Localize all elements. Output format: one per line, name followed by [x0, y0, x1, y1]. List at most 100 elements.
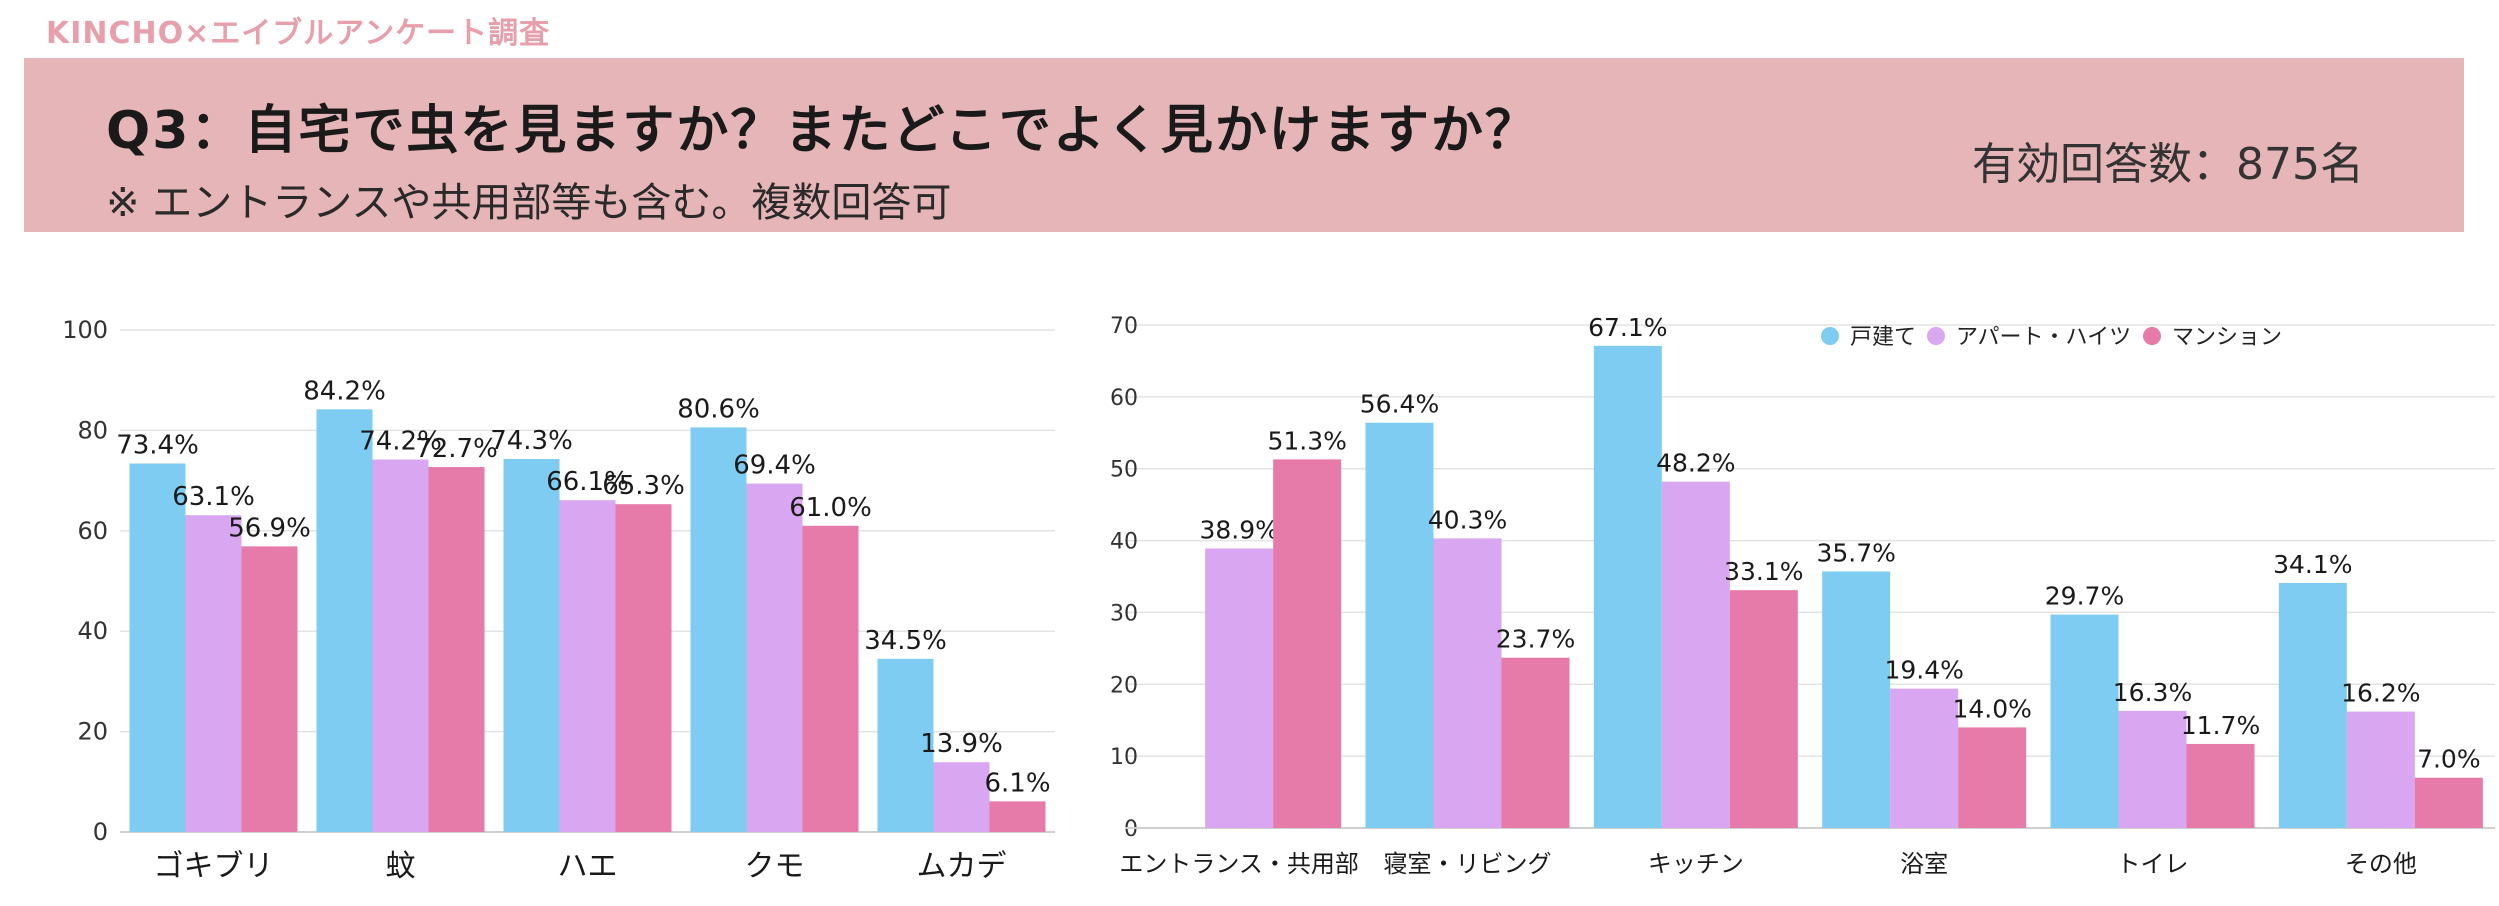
- data-label: 74.3%: [490, 426, 573, 456]
- y-tick-label: 60: [77, 517, 108, 545]
- bar: [129, 463, 186, 832]
- chart-locations: 0 10 20 30 40 50 60 70 38.9% 51.3% エントランス・共用部 56.4%…: [1100, 270, 2499, 902]
- question-banner: Q3：自宅で虫を見ますか？またどこでよく見かけますか？ ※ エントランスや共用部…: [24, 58, 2464, 232]
- data-label: 14.0%: [1952, 694, 2031, 723]
- bar: [746, 483, 803, 832]
- bar: [2278, 582, 2347, 828]
- data-label: 73.4%: [116, 431, 199, 461]
- bar: [372, 459, 429, 832]
- bar: [316, 409, 373, 832]
- data-label: 33.1%: [1724, 557, 1803, 586]
- bar: [428, 467, 485, 832]
- data-label: 69.4%: [733, 451, 816, 481]
- data-label: 7.0%: [2417, 745, 2481, 774]
- legend-marker: [1821, 327, 1839, 345]
- data-label: 40.3%: [1428, 505, 1507, 534]
- bar: [1822, 571, 1891, 828]
- data-label: 80.6%: [677, 394, 760, 424]
- bar: [2118, 710, 2187, 828]
- bar: [933, 762, 990, 832]
- data-label: 51.3%: [1267, 426, 1346, 455]
- bar: [2414, 777, 2483, 828]
- data-label: 16.2%: [2341, 679, 2420, 708]
- y-tick-label: 50: [1110, 458, 1138, 483]
- bar: [241, 546, 298, 832]
- y-tick-label: 70: [1110, 314, 1138, 339]
- question-title: Q3：自宅で虫を見ますか？またどこでよく見かけますか？: [106, 101, 1539, 161]
- bar: [1593, 345, 1662, 828]
- question-note: ※ エントランスや共用部等も含む。複数回答可: [106, 180, 952, 226]
- bar: [877, 658, 934, 832]
- data-label: 67.1%: [1588, 313, 1667, 342]
- bar: [1205, 548, 1274, 828]
- chart-insect-types: 0 20 40 60 80 100 73.4% 63.1% 56.9% ゴキブリ 84.2% 74.2…: [0, 270, 1090, 902]
- brand-title: KINCHO×エイブルアンケート調査: [46, 16, 551, 51]
- bar: [2346, 711, 2415, 828]
- data-label: 38.9%: [1199, 515, 1278, 544]
- bar: [1433, 538, 1502, 828]
- bar: [1890, 688, 1959, 828]
- x-tick-label: クモ: [745, 849, 805, 884]
- y-tick-label: 10: [1110, 745, 1138, 770]
- chart-locations-svg: 0 10 20 30 40 50 60 70 38.9% 51.3% エントランス・共用部 56.4%…: [1110, 313, 2495, 878]
- x-tick-label: 浴室: [1900, 850, 1948, 878]
- legend-marker: [1927, 327, 1945, 345]
- data-label: 48.2%: [1656, 449, 1735, 478]
- data-label: 56.9%: [228, 513, 311, 543]
- data-label: 74.2%: [359, 427, 442, 457]
- legend-marker: [2143, 327, 2161, 345]
- data-label: 13.9%: [920, 729, 1003, 759]
- x-tick-label: ムカデ: [917, 849, 1007, 884]
- x-tick-label: キッチン: [1648, 850, 1744, 878]
- y-tick-label: 0: [1124, 817, 1138, 842]
- data-label: 56.4%: [1360, 390, 1439, 419]
- y-tick-label: 0: [93, 818, 108, 846]
- y-tick-label: 30: [1110, 601, 1138, 626]
- chart-insect-types-svg: 0 20 40 60 80 100 73.4% 63.1%56.9% ゴキブリ 84.2% 74.2…: [62, 316, 1055, 884]
- bar: [185, 515, 242, 832]
- bar: [1501, 657, 1570, 828]
- data-label: 34.5%: [864, 626, 947, 656]
- data-label: 61.0%: [789, 493, 872, 523]
- data-label: 65.3%: [602, 471, 685, 501]
- x-tick-label: ハエ: [558, 849, 618, 884]
- data-label: 6.1%: [984, 768, 1050, 798]
- y-tick-label: 20: [1110, 673, 1138, 698]
- data-label: 23.7%: [1496, 625, 1575, 654]
- x-tick-label: 寝室・リビング: [1384, 850, 1552, 878]
- legend-label: 戸建て: [1850, 325, 1916, 350]
- y-tick-label: 100: [62, 316, 108, 344]
- data-label: 66.1%: [546, 467, 629, 497]
- x-tick-label: トイレ: [2117, 850, 2189, 878]
- bar: [2050, 614, 2119, 828]
- data-label: 29.7%: [2045, 582, 2124, 611]
- y-tick-label: 40: [1110, 530, 1138, 555]
- x-tick-label: 蚊: [386, 849, 416, 884]
- y-tick-label: 60: [1110, 386, 1138, 411]
- data-label: 63.1%: [172, 482, 255, 512]
- bar: [1958, 727, 2027, 828]
- bar: [615, 504, 672, 832]
- y-tick-label: 40: [77, 617, 108, 645]
- x-tick-label: エントランス・共用部: [1119, 850, 1359, 878]
- data-label: 84.2%: [303, 376, 386, 406]
- bar: [1273, 459, 1342, 828]
- data-label: 11.7%: [2181, 711, 2260, 740]
- bar: [989, 801, 1046, 832]
- bar: [503, 459, 560, 832]
- data-label: 35.7%: [1816, 538, 1895, 567]
- data-label: 19.4%: [1884, 656, 1963, 685]
- x-tick-label: その他: [2345, 850, 2417, 878]
- data-label: 16.3%: [2113, 678, 2192, 707]
- y-tick-label: 20: [77, 718, 108, 746]
- x-tick-label: ゴキブリ: [154, 849, 274, 884]
- bar: [802, 525, 859, 832]
- data-label: 34.1%: [2273, 550, 2352, 579]
- bar: [1365, 422, 1434, 828]
- y-tick-label: 80: [77, 416, 108, 444]
- legend-label: アパート・ハイツ: [1956, 325, 2131, 350]
- bar: [1729, 590, 1798, 828]
- data-label: 72.7%: [415, 434, 498, 464]
- bar: [2186, 743, 2255, 828]
- bar: [1661, 481, 1730, 828]
